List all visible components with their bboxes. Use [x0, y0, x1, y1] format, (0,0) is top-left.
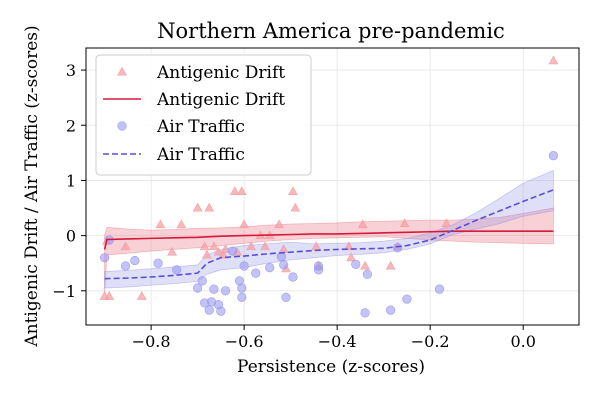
drift-point — [290, 202, 301, 212]
legend-box — [95, 54, 312, 176]
x-axis-label: Persistence (z-scores) — [237, 357, 425, 377]
drift-point — [357, 219, 368, 229]
legend-label: Antigenic Drift — [156, 63, 285, 83]
chart-title: Northern America pre-pandemic — [157, 19, 505, 43]
drift-point — [167, 246, 177, 256]
air-traffic-point — [227, 246, 238, 256]
drift-point — [360, 260, 370, 270]
legend-drift-marker-swatch — [117, 66, 127, 76]
drift-point — [236, 186, 247, 195]
legend-label: Air Traffic — [156, 145, 245, 165]
trend-lines — [103, 189, 554, 280]
drift-point — [288, 186, 298, 195]
air-traffic-point — [281, 292, 291, 303]
drift-point — [343, 241, 354, 251]
drift-point — [202, 249, 212, 259]
drift-point — [213, 246, 224, 256]
drift-point — [548, 55, 559, 65]
air-traffic-point — [172, 265, 182, 275]
x-tick-label: −0.6 — [225, 332, 264, 351]
air-traffic-point — [351, 259, 361, 269]
air-traffic-point — [197, 276, 207, 286]
axis-ticks: −0.8 −0.6 −0.4 −0.2 0.0 −1 0 1 2 3 — [52, 61, 536, 351]
air-traffic-point — [393, 243, 403, 253]
air-traffic-point — [279, 260, 289, 270]
drift-point — [218, 249, 229, 259]
drift-point — [209, 241, 219, 251]
air-traffic-point — [239, 261, 249, 271]
air-traffic-point — [402, 294, 412, 304]
air-traffic-point — [386, 305, 396, 315]
air-traffic-point — [237, 283, 247, 293]
air-traffic-point — [251, 268, 261, 278]
y-tick-label: −1 — [52, 282, 76, 301]
y-tick-label: 1 — [66, 171, 76, 190]
drift-point — [441, 218, 452, 227]
air-traffic-point — [204, 305, 214, 315]
drift-point — [274, 219, 284, 229]
drift-point — [136, 291, 147, 300]
drift-point — [346, 252, 356, 262]
drift-point — [229, 186, 240, 195]
y-tick-label: 0 — [66, 227, 76, 246]
x-tick-label: −0.4 — [318, 332, 357, 351]
drift-point — [204, 202, 215, 212]
air-traffic-point — [209, 284, 219, 294]
drift-point — [192, 202, 203, 212]
air-traffic-point — [220, 286, 231, 296]
legend-air-marker-swatch — [117, 121, 127, 131]
y-tick-label: 3 — [66, 61, 76, 80]
air-traffic-point — [216, 306, 226, 316]
y-tick-label: 2 — [66, 116, 76, 135]
air-traffic-point — [434, 284, 445, 294]
x-tick-label: −0.8 — [132, 332, 171, 351]
drift-point — [246, 241, 256, 251]
air-traffic-point — [120, 261, 131, 271]
air-traffic-point — [313, 265, 324, 275]
drift-point — [176, 219, 187, 229]
drift-point — [239, 219, 250, 229]
drift-point — [260, 241, 270, 251]
air-traffic-point — [288, 272, 298, 282]
air-traffic-point — [548, 150, 559, 161]
data-points — [99, 55, 559, 318]
legend: Antigenic Drift Antigenic Drift Air Traffi… — [95, 54, 312, 176]
y-axis-label: Antigenic Drift / Air Traffic (z-scores) — [22, 25, 42, 347]
drift-point — [104, 291, 115, 300]
x-tick-label: 0.0 — [510, 332, 535, 351]
drift-point — [120, 241, 131, 251]
legend-label: Antigenic Drift — [156, 90, 285, 110]
air-traffic-point — [265, 263, 275, 273]
air-traffic-point — [130, 255, 140, 266]
air-traffic-point — [237, 292, 247, 303]
plot-area-frame — [85, 47, 580, 326]
air-traffic-point — [153, 258, 163, 268]
drift-point — [220, 244, 231, 253]
drift-point — [199, 241, 210, 251]
x-tick-label: −0.2 — [411, 332, 450, 351]
drift-point — [399, 218, 410, 227]
air-traffic-point — [100, 253, 110, 263]
air-traffic-point — [360, 308, 370, 318]
drift-trend-line — [103, 230, 554, 250]
legend-label: Air Traffic — [156, 117, 245, 137]
drift-point — [385, 260, 396, 270]
air-traffic-point — [193, 283, 203, 293]
air-traffic-point — [362, 269, 372, 279]
drift-point — [155, 219, 166, 229]
air-traffic-trend-line — [104, 189, 554, 280]
